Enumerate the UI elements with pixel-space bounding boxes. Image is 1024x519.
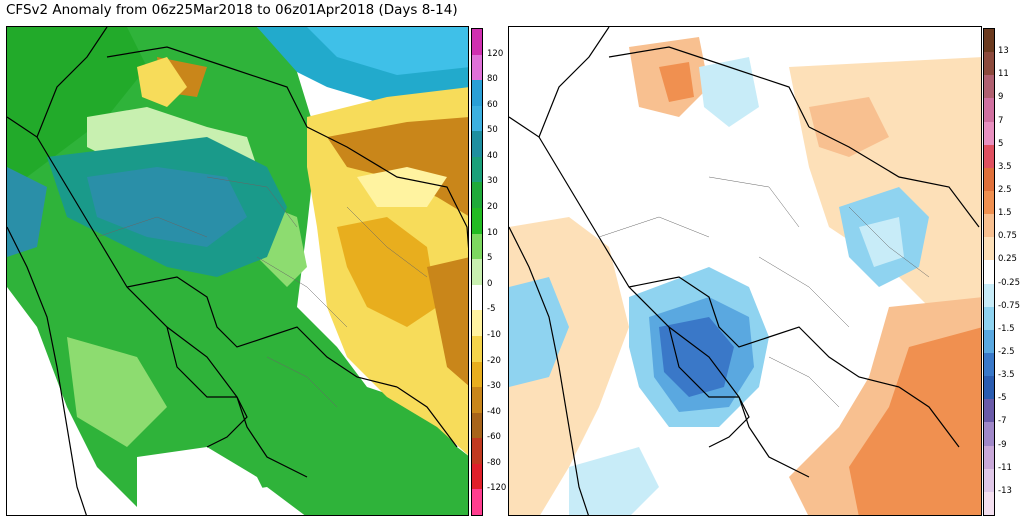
precip-colorbar-tick-label: 10: [487, 227, 498, 238]
precip-anomaly-map: [6, 26, 469, 516]
temp-colorbar-segment: [984, 283, 994, 308]
precip-colorbar-segment: [472, 54, 482, 81]
precip-colorbar-tick-label: 5: [487, 252, 493, 263]
state-borders: [598, 176, 930, 408]
country-borders: [509, 27, 980, 515]
temp-colorbar-tick-label: 2.5: [998, 184, 1012, 195]
precip-colorbar-tick-label: 20: [487, 201, 498, 212]
precip-colorbar-tick-label: 120: [487, 48, 504, 59]
temp-colorbar-labels: 13 11 9 7 5 3.5 2.5 1.5 0.75 0.25 -0.25 -0.75 -1.5 -2…: [998, 28, 1024, 516]
temp-colorbar-segment: [984, 144, 994, 169]
temp-anomaly-map: [508, 26, 982, 516]
temp-colorbar-tick-label: 5: [998, 138, 1004, 149]
temp-colorbar-segment: [984, 237, 994, 261]
precip-colorbar-tick-label: -40: [487, 406, 501, 417]
temp-colorbar-tick-label: 11: [998, 69, 1009, 80]
temp-colorbar-tick-label: -9: [998, 439, 1007, 450]
precip-colorbar-segment: [472, 29, 482, 56]
temp-colorbar-tick-label: 13: [998, 45, 1009, 56]
temp-colorbar-tick-label: 9: [998, 92, 1004, 103]
temp-colorbar-segment: [984, 422, 994, 447]
temp-colorbar-tick-label: -1.5: [998, 323, 1015, 334]
precip-colorbar-segment: [472, 80, 482, 107]
precip-colorbar-tick-label: 40: [487, 150, 498, 161]
temp-colorbar-segment: [984, 306, 994, 331]
temp-colorbar-tick-label: 7: [998, 115, 1004, 126]
temp-colorbar-tick-label: 3.5: [998, 161, 1012, 172]
temp-colorbar-segment: [984, 468, 994, 493]
temp-colorbar-segment: [984, 29, 994, 53]
temp-colorbar: [983, 28, 995, 516]
precip-colorbar-segment: [472, 361, 482, 388]
precip-colorbar-tick-label: -60: [487, 432, 501, 442]
precip-colorbar-segment: [472, 284, 482, 311]
precip-colorbar-segment: [472, 233, 482, 260]
precip-colorbar-segment: [472, 438, 482, 465]
precip-colorbar: [471, 28, 483, 516]
precip-colorbar-tick-label: -10: [487, 329, 501, 340]
precip-colorbar-segment: [472, 182, 482, 209]
temp-colorbar-segment: [984, 52, 994, 76]
precip-colorbar-tick-label: -80: [487, 457, 501, 468]
state-borders: [96, 176, 428, 408]
precip-colorbar-tick-label: 50: [487, 125, 498, 136]
temp-colorbar-tick-label: -0.25: [998, 277, 1020, 288]
precip-colorbar-tick-label: -20: [487, 355, 501, 366]
temp-colorbar-segment: [984, 399, 994, 423]
temp-colorbar-segment: [984, 98, 994, 123]
temp-colorbar-tick-label: -7: [998, 416, 1007, 427]
temp-colorbar-segment: [984, 376, 994, 400]
temp-colorbar-segment: [984, 191, 994, 215]
temp-colorbar-segment: [984, 260, 994, 285]
precip-colorbar-segment: [472, 463, 482, 490]
precip-colorbar-segment: [472, 105, 482, 132]
precip-colorbar-segment: [472, 156, 482, 183]
temp-colorbar-tick-label: -0.75: [998, 300, 1020, 311]
temp-colorbar-tick-label: 0.25: [998, 254, 1017, 265]
temp-colorbar-segment: [984, 353, 994, 377]
precip-colorbar-segment: [472, 387, 482, 414]
precip-colorbar-segment: [472, 310, 482, 337]
precip-colorbar-segment: [472, 208, 482, 235]
chart-title: CFSv2 Anomaly from 06z25Mar2018 to 06z01…: [6, 2, 458, 18]
precip-colorbar-segment: [472, 131, 482, 158]
precip-colorbar-segment: [472, 412, 482, 439]
precip-colorbar-labels: 120 80 60 50 40 30 20 10 5 0 -5 -10 -20 -30 -40 -60 -80-…: [487, 28, 517, 516]
temp-colorbar-tick-label: 0.75: [998, 231, 1017, 242]
precip-colorbar-tick-label: -120: [487, 483, 507, 494]
temp-colorbar-tick-label: 1.5: [998, 207, 1012, 218]
temp-colorbar-tick-label: -2.5: [998, 346, 1015, 357]
temp-colorbar-segment: [984, 445, 994, 470]
temp-colorbar-segment: [984, 491, 994, 516]
precip-colorbar-segment: [472, 489, 482, 516]
precip-colorbar-tick-label: -5: [487, 304, 496, 315]
country-borders: [7, 27, 468, 515]
precip-colorbar-tick-label: 60: [487, 99, 498, 110]
temp-colorbar-segment: [984, 75, 994, 99]
temp-colorbar-segment: [984, 167, 994, 192]
precip-colorbar-tick-label: 80: [487, 73, 498, 84]
precip-colorbar-tick-label: 30: [487, 176, 498, 187]
temp-colorbar-tick-label: -13: [998, 485, 1012, 496]
temp-colorbar-tick-label: -11: [998, 462, 1012, 473]
temp-anomaly-field: [509, 27, 981, 515]
precip-colorbar-segment: [472, 335, 482, 363]
precip-colorbar-segment: [472, 259, 482, 286]
precip-colorbar-tick-label: 0: [487, 278, 493, 289]
precip-anomaly-field: [7, 27, 468, 515]
temp-colorbar-segment: [984, 214, 994, 238]
precip-colorbar-tick-label: -30: [487, 380, 501, 391]
temp-colorbar-segment: [984, 329, 994, 354]
temp-colorbar-segment: [984, 121, 994, 146]
temp-colorbar-tick-label: -3.5: [998, 369, 1015, 380]
temp-colorbar-tick-label: -5: [998, 393, 1007, 404]
